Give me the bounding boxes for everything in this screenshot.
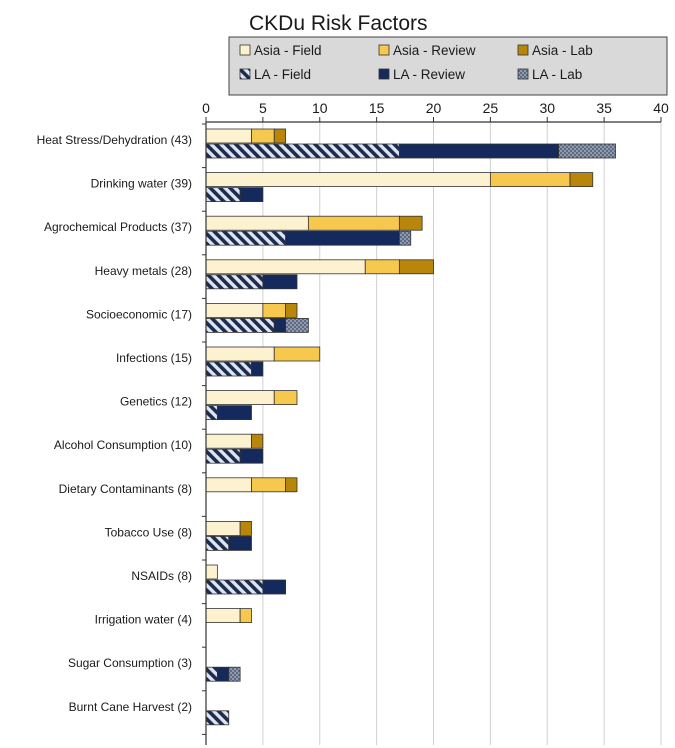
bar-segment: [205, 215, 309, 231]
bar-segment: [228, 536, 252, 551]
bar-segment: [205, 564, 218, 580]
category-label: Tobacco Use (8): [105, 525, 192, 539]
bar-segment: [205, 187, 241, 203]
category-label: Dietary Contaminants (8): [59, 482, 192, 496]
x-tick-label: 35: [596, 100, 612, 116]
bar-segment: [205, 390, 275, 406]
x-tick-label: 10: [312, 100, 328, 116]
x-tick-label: 15: [369, 100, 385, 116]
legend-label: Asia - Field: [254, 43, 322, 58]
bar-segment: [251, 433, 264, 449]
category-label: Drinking water (39): [91, 177, 192, 191]
bar-segment: [205, 230, 287, 246]
category-label: Alcohol Consumption (10): [54, 438, 192, 452]
chart-title: CKDu Risk Factors: [249, 12, 428, 35]
bar-segment: [251, 361, 264, 377]
category-label: Socioeconomic (17): [86, 307, 192, 321]
bar-segment: [216, 405, 252, 421]
bar-segment: [205, 448, 241, 464]
legend-label: Asia - Review: [393, 43, 476, 58]
bar-segment: [251, 477, 287, 493]
bar-segment: [285, 230, 400, 246]
category-label: Burnt Cane Harvest (2): [69, 700, 192, 714]
bar-segment: [307, 215, 400, 231]
grid: [262, 122, 662, 745]
bar-segment: [205, 317, 275, 333]
bar-segment: [273, 317, 287, 333]
bar-segment: [205, 128, 252, 144]
bar-segment: [398, 230, 412, 246]
bar-segment: [205, 274, 264, 290]
bar-segment: [205, 666, 218, 682]
x-tick-label: 5: [259, 100, 267, 116]
legend-swatch: [378, 44, 390, 56]
bar-segment: [398, 259, 434, 275]
bar-segment: [285, 317, 309, 333]
legend-swatch: [517, 68, 529, 80]
category-label: Genetics (12): [120, 395, 192, 409]
bar-segment: [273, 346, 321, 362]
bar-segment: [239, 608, 252, 623]
category-label: Heat Stress/Dehydration (43): [37, 133, 192, 147]
bar-segment: [205, 361, 252, 377]
x-tick-label: 40: [653, 100, 669, 116]
bar-segment: [285, 477, 298, 493]
bar-segment: [364, 259, 400, 275]
legend-label: LA - Field: [254, 67, 311, 82]
legend: [228, 36, 668, 96]
bar-segment: [205, 579, 264, 595]
x-tick-label: 20: [426, 100, 442, 116]
bar-segment: [205, 521, 241, 536]
bar-segment: [398, 215, 423, 231]
bar-segment: [205, 405, 218, 421]
bar-segment: [205, 710, 230, 726]
x-tick-label: 25: [483, 100, 499, 116]
category-label: Infections (15): [116, 351, 192, 365]
bar-segment: [205, 346, 275, 362]
bar-segment: [205, 536, 230, 551]
category-label: Heavy metals (28): [95, 264, 192, 278]
bar-segment: [205, 608, 241, 623]
bar-segment: [569, 172, 594, 188]
bar-segment: [205, 259, 366, 275]
legend-label: LA - Review: [393, 67, 465, 82]
bar-segment: [489, 172, 571, 188]
bar-segment: [239, 187, 264, 203]
bar-segment: [262, 274, 298, 290]
bar-segment: [205, 143, 400, 159]
bar-segment: [228, 666, 241, 682]
bar-segment: [205, 172, 491, 188]
category-label: Sugar Consumption (3): [68, 656, 192, 670]
bar-segment: [558, 143, 616, 159]
bar-segment: [262, 302, 287, 318]
category-label: Irrigation water (4): [95, 613, 192, 627]
bar-segment: [398, 143, 560, 159]
legend-swatch: [378, 68, 390, 80]
bar-segment: [205, 477, 252, 493]
bar-segment: [251, 128, 275, 144]
bar-segment: [239, 448, 264, 464]
legend-label: Asia - Lab: [532, 43, 593, 58]
category-label: Agrochemical Products (37): [44, 220, 192, 234]
legend-swatch: [517, 44, 529, 56]
bar-segment: [273, 128, 287, 144]
bar-segment: [262, 579, 287, 595]
x-tick-label: 30: [539, 100, 555, 116]
x-tick-label: 0: [202, 100, 210, 116]
bar-segment: [273, 390, 298, 406]
bar-segment: [205, 302, 264, 318]
bar-segment: [239, 521, 252, 536]
legend-swatch: [239, 44, 251, 56]
legend-swatch: [239, 68, 251, 80]
category-label: NSAIDs (8): [131, 569, 192, 583]
bar-segment: [216, 666, 230, 682]
bar-segment: [285, 302, 298, 318]
bar-segment: [205, 433, 252, 449]
legend-label: LA - Lab: [532, 67, 582, 82]
